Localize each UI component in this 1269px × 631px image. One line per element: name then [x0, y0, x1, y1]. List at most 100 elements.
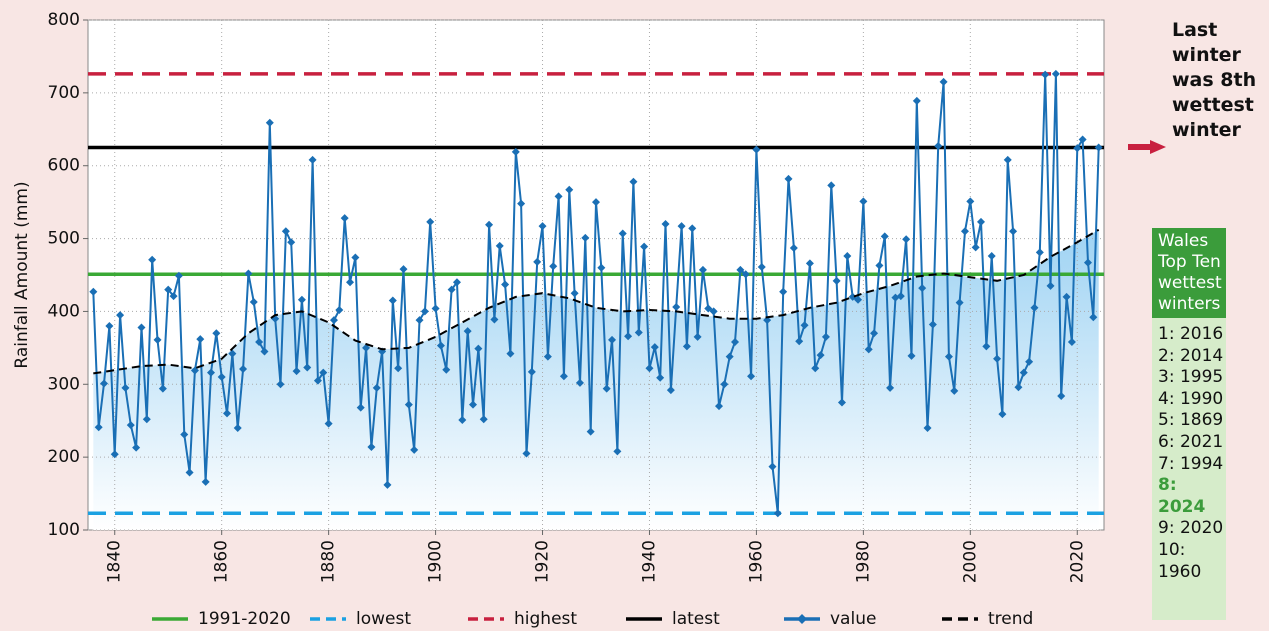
value-marker [832, 276, 841, 285]
value-marker [982, 342, 991, 351]
value-marker [362, 343, 371, 352]
value-marker [640, 242, 649, 251]
value-marker [816, 351, 825, 360]
x-tick-label: 1900 [426, 540, 446, 583]
value-marker [351, 253, 360, 262]
value-marker [324, 419, 333, 428]
value-marker [506, 349, 515, 358]
value-marker [896, 292, 905, 301]
legend-label: highest [514, 609, 577, 629]
value-marker [410, 445, 419, 454]
value-marker [185, 468, 194, 477]
top-ten-item: 5: 1869 [1158, 410, 1224, 431]
value-marker [784, 174, 793, 183]
value-marker [260, 347, 269, 356]
value-marker [1019, 368, 1028, 377]
value-marker [854, 295, 863, 304]
value-marker [608, 335, 617, 344]
value-marker [415, 316, 424, 325]
value-marker [340, 214, 349, 223]
value-marker [94, 423, 103, 432]
top-ten-item: 1: 2016 [1158, 324, 1224, 344]
value-marker [971, 243, 980, 252]
value-marker [720, 380, 729, 389]
value-marker [276, 380, 285, 389]
value-marker [367, 442, 376, 451]
value-marker [319, 368, 328, 377]
legend-label: trend [988, 609, 1033, 629]
value-marker [1094, 143, 1103, 152]
value-marker [249, 297, 258, 306]
value-marker [666, 386, 675, 395]
value-marker [313, 376, 322, 385]
value-marker [148, 255, 157, 264]
top-ten-item: 10: 1960 [1158, 539, 1202, 582]
value-marker [447, 285, 456, 294]
value-marker [335, 305, 344, 314]
value-marker [875, 261, 884, 270]
value-marker [196, 335, 205, 344]
value-marker [592, 198, 600, 207]
value-marker [714, 402, 723, 411]
value-marker [543, 352, 552, 361]
x-tick-label: 1960 [746, 540, 766, 583]
value-marker [763, 316, 772, 325]
value-marker [987, 252, 996, 261]
value-marker [570, 289, 579, 298]
top-ten-item: 6: 2021 [1158, 431, 1224, 452]
value-marker [100, 379, 109, 388]
value-marker [116, 311, 125, 320]
value-marker [880, 232, 889, 241]
value-marker [821, 332, 830, 341]
value-marker [966, 197, 975, 206]
value-marker [955, 298, 964, 307]
value-marker [768, 462, 777, 471]
value-marker [1062, 292, 1071, 301]
value-marker [944, 352, 953, 361]
value-marker [827, 181, 836, 190]
value-marker [394, 364, 403, 373]
value-marker [265, 118, 274, 127]
value-marker [939, 77, 948, 86]
value-marker [800, 321, 809, 330]
value-marker [629, 177, 638, 186]
value-marker [747, 372, 756, 381]
value-marker [859, 197, 868, 206]
value-marker [174, 271, 183, 280]
y-tick-label: 300 [48, 374, 80, 394]
value-marker [458, 415, 467, 424]
value-marker [613, 447, 622, 456]
value-marker [153, 335, 162, 344]
value-marker [244, 269, 253, 278]
value-marker [1046, 281, 1055, 290]
value-marker [239, 364, 248, 373]
top-ten-item: 3: 1995 [1158, 367, 1224, 388]
value-marker [180, 430, 189, 439]
value-marker [206, 368, 215, 377]
value-marker [137, 323, 146, 332]
y-tick-label: 600 [48, 156, 80, 176]
value-marker [383, 480, 392, 489]
value-marker [420, 307, 429, 316]
value-marker [661, 220, 670, 228]
x-tick-label: 1980 [853, 540, 873, 583]
top-ten-item: 2: 2014 [1158, 345, 1224, 366]
x-tick-label: 2000 [960, 540, 980, 583]
value-marker [527, 367, 536, 376]
value-marker [704, 304, 713, 313]
x-tick-label: 1880 [319, 540, 339, 583]
value-marker [757, 262, 766, 271]
trend-area [93, 229, 1099, 531]
value-marker [292, 367, 301, 376]
value-marker [158, 384, 167, 393]
value-marker [848, 292, 857, 301]
value-marker [549, 262, 558, 271]
value-marker [618, 229, 627, 238]
y-tick-label: 200 [48, 447, 80, 467]
value-marker [559, 372, 568, 381]
value-marker [388, 296, 397, 305]
value-marker [581, 233, 590, 242]
value-marker [977, 217, 986, 226]
value-marker [805, 259, 814, 268]
value-marker [602, 384, 611, 393]
